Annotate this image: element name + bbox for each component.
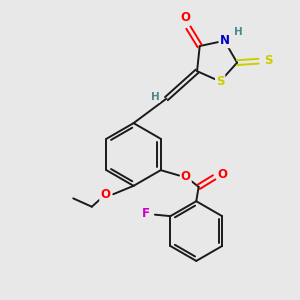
Text: O: O [181,170,191,183]
Text: O: O [218,168,227,181]
Text: S: S [216,75,224,88]
Text: N: N [219,34,230,47]
Text: H: H [234,27,243,38]
Text: O: O [180,11,190,25]
Text: H: H [151,92,160,102]
Text: O: O [100,188,110,201]
Text: F: F [142,207,150,220]
Text: S: S [264,54,272,67]
